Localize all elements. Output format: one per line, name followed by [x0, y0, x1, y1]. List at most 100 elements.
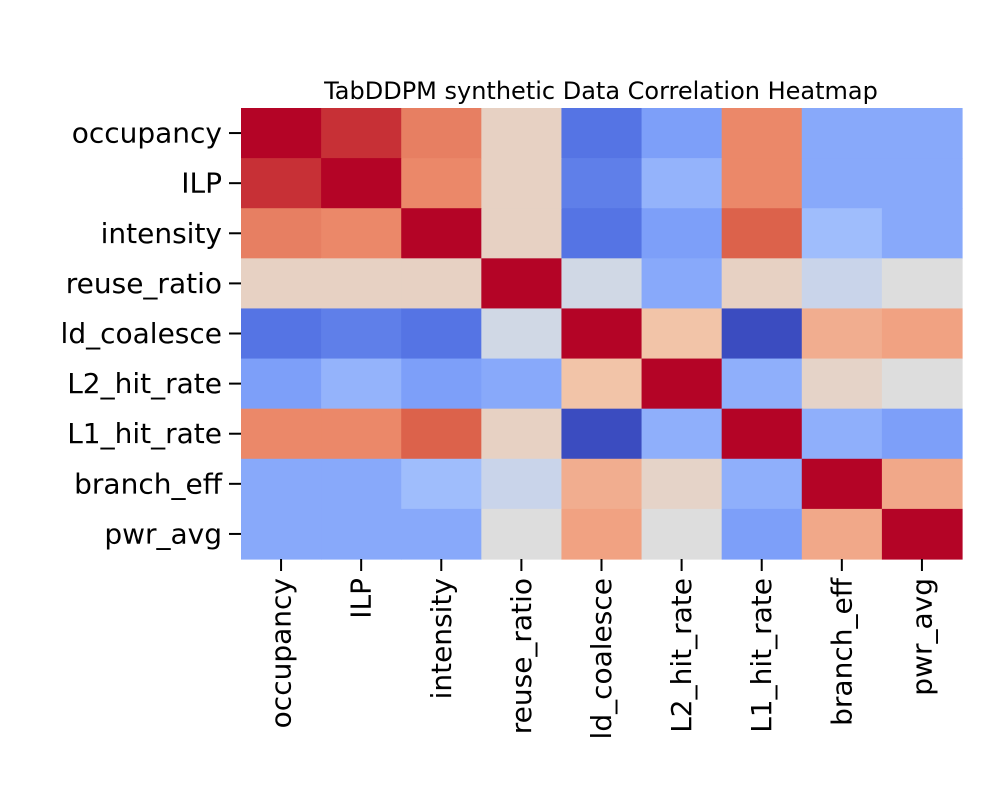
- heatmap-cell-reuse_ratio-branch_eff: [801, 258, 883, 310]
- heatmap-cell-L1_hit_rate-occupancy: [241, 408, 322, 460]
- heatmap-cell-intensity-ILP: [321, 208, 402, 259]
- heatmap-cell-ILP-ld_coalesce: [561, 158, 643, 209]
- heatmap-cell-branch_eff-intensity: [401, 458, 482, 510]
- heatmap-cell-occupancy-L2_hit_rate: [641, 108, 723, 159]
- row-tick-labels: occupancy ILP intensity reuse_ratio ld_coale…: [61, 117, 223, 551]
- column-tick-label: intensity: [425, 578, 458, 699]
- heatmap-cell-reuse_ratio-L2_hit_rate: [641, 258, 723, 310]
- heatmap-cell-L2_hit_rate-pwr_avg: [881, 358, 963, 410]
- heatmap-cell-ld_coalesce-branch_eff: [801, 308, 883, 360]
- heatmap-cell-ILP-L2_hit_rate: [641, 158, 723, 209]
- heatmap-cell-L1_hit_rate-pwr_avg: [881, 408, 963, 460]
- heatmap-cell-pwr_avg-ILP: [321, 508, 402, 560]
- heatmap-cells: [241, 108, 963, 560]
- heatmap-cell-pwr_avg-pwr_avg: [881, 508, 963, 560]
- heatmap-cell-occupancy-pwr_avg: [881, 108, 963, 159]
- row-tick-label: intensity: [101, 217, 222, 250]
- heatmap-cell-L2_hit_rate-intensity: [401, 358, 482, 410]
- heatmap-cell-ld_coalesce-ld_coalesce: [561, 308, 643, 360]
- heatmap-cell-intensity-L2_hit_rate: [641, 208, 723, 259]
- row-tick-label: L1_hit_rate: [67, 417, 222, 450]
- column-tick-label: ld_coalesce: [585, 578, 618, 739]
- heatmap-cell-intensity-branch_eff: [801, 208, 883, 259]
- column-tick-label: branch_eff: [825, 577, 858, 726]
- heatmap-cell-intensity-L1_hit_rate: [721, 208, 803, 259]
- row-tick-label: branch_eff: [74, 467, 223, 500]
- heatmap-cell-branch_eff-L2_hit_rate: [641, 458, 723, 510]
- heatmap-cell-branch_eff-branch_eff: [801, 458, 883, 510]
- column-tick-label: ILP: [345, 578, 378, 619]
- heatmap-cell-reuse_ratio-intensity: [401, 258, 482, 310]
- heatmap-cell-occupancy-reuse_ratio: [481, 108, 563, 159]
- heatmap-cell-reuse_ratio-L1_hit_rate: [721, 258, 803, 310]
- heatmap-cell-ILP-pwr_avg: [881, 158, 963, 209]
- heatmap-cell-ILP-occupancy: [241, 158, 322, 209]
- heatmap-cell-intensity-reuse_ratio: [481, 208, 563, 259]
- row-tick-label: occupancy: [72, 117, 222, 150]
- heatmap-cell-L1_hit_rate-L2_hit_rate: [641, 408, 723, 460]
- heatmap-cell-branch_eff-occupancy: [241, 458, 322, 510]
- heatmap-cell-pwr_avg-ld_coalesce: [561, 508, 643, 560]
- heatmap-cell-reuse_ratio-reuse_ratio: [481, 258, 563, 310]
- heatmap-cell-L1_hit_rate-ILP: [321, 408, 402, 460]
- heatmap-cell-L1_hit_rate-ld_coalesce: [561, 408, 643, 460]
- heatmap-cell-ILP-reuse_ratio: [481, 158, 563, 209]
- heatmap-cell-occupancy-occupancy: [241, 108, 322, 159]
- heatmap-cell-ld_coalesce-ILP: [321, 308, 402, 360]
- heatmap-cell-L2_hit_rate-ILP: [321, 358, 402, 410]
- heatmap-cell-branch_eff-reuse_ratio: [481, 458, 563, 510]
- row-tick-marks: [229, 132, 241, 535]
- column-tick-label: pwr_avg: [905, 578, 938, 696]
- heatmap-cell-intensity-ld_coalesce: [561, 208, 643, 259]
- heatmap-cell-branch_eff-ILP: [321, 458, 402, 510]
- heatmap-cell-L1_hit_rate-branch_eff: [801, 408, 883, 460]
- row-tick-label: L2_hit_rate: [67, 367, 222, 400]
- heatmap-cell-branch_eff-L1_hit_rate: [721, 458, 803, 510]
- heatmap-cell-reuse_ratio-ILP: [321, 258, 402, 310]
- heatmap-cell-ILP-intensity: [401, 158, 482, 209]
- heatmap-cell-ld_coalesce-occupancy: [241, 308, 322, 360]
- heatmap-cell-intensity-intensity: [401, 208, 482, 259]
- heatmap-cell-branch_eff-pwr_avg: [881, 458, 963, 510]
- heatmap-cell-L2_hit_rate-ld_coalesce: [561, 358, 643, 410]
- heatmap-cell-L1_hit_rate-reuse_ratio: [481, 408, 563, 460]
- heatmap-cell-pwr_avg-occupancy: [241, 508, 322, 560]
- heatmap-cell-ld_coalesce-intensity: [401, 308, 482, 360]
- heatmap-cell-L2_hit_rate-L2_hit_rate: [641, 358, 723, 410]
- heatmap-cell-L1_hit_rate-L1_hit_rate: [721, 408, 803, 460]
- column-tick-label: reuse_ratio: [505, 578, 538, 734]
- heatmap-cell-L2_hit_rate-occupancy: [241, 358, 322, 410]
- heatmap-cell-intensity-pwr_avg: [881, 208, 963, 259]
- column-tick-label: occupancy: [265, 578, 298, 728]
- heatmap-cell-L2_hit_rate-reuse_ratio: [481, 358, 563, 410]
- heatmap-cell-pwr_avg-reuse_ratio: [481, 508, 563, 560]
- heatmap-cell-pwr_avg-intensity: [401, 508, 482, 560]
- heatmap-cell-occupancy-intensity: [401, 108, 482, 159]
- heatmap-cell-occupancy-ld_coalesce: [561, 108, 643, 159]
- heatmap-cell-ILP-L1_hit_rate: [721, 158, 803, 209]
- heatmap-cell-pwr_avg-L1_hit_rate: [721, 508, 803, 560]
- column-tick-label: L2_hit_rate: [665, 578, 698, 733]
- heatmap-cell-L2_hit_rate-branch_eff: [801, 358, 883, 410]
- heatmap-cell-pwr_avg-branch_eff: [801, 508, 883, 560]
- heatmap-cell-reuse_ratio-occupancy: [241, 258, 322, 310]
- heatmap-cell-occupancy-L1_hit_rate: [721, 108, 803, 159]
- heatmap-cell-ILP-ILP: [321, 158, 402, 209]
- heatmap-cell-pwr_avg-L2_hit_rate: [641, 508, 723, 560]
- heatmap-cell-ld_coalesce-L2_hit_rate: [641, 308, 723, 360]
- row-tick-label: ld_coalesce: [61, 317, 222, 350]
- column-tick-label: L1_hit_rate: [745, 578, 778, 733]
- heatmap-cell-ld_coalesce-reuse_ratio: [481, 308, 563, 360]
- heatmap-cell-occupancy-branch_eff: [801, 108, 883, 159]
- heatmap-cell-branch_eff-ld_coalesce: [561, 458, 643, 510]
- heatmap-cell-intensity-occupancy: [241, 208, 322, 259]
- column-tick-marks: [280, 559, 923, 571]
- heatmap-cell-L2_hit_rate-L1_hit_rate: [721, 358, 803, 410]
- chart-title: TabDDPM synthetic Data Correlation Heatm…: [323, 77, 878, 105]
- heatmap-cell-reuse_ratio-pwr_avg: [881, 258, 963, 310]
- heatmap-cell-ld_coalesce-pwr_avg: [881, 308, 963, 360]
- row-tick-label: reuse_ratio: [66, 267, 222, 300]
- row-tick-label: ILP: [181, 167, 222, 200]
- heatmap-cell-ld_coalesce-L1_hit_rate: [721, 308, 803, 360]
